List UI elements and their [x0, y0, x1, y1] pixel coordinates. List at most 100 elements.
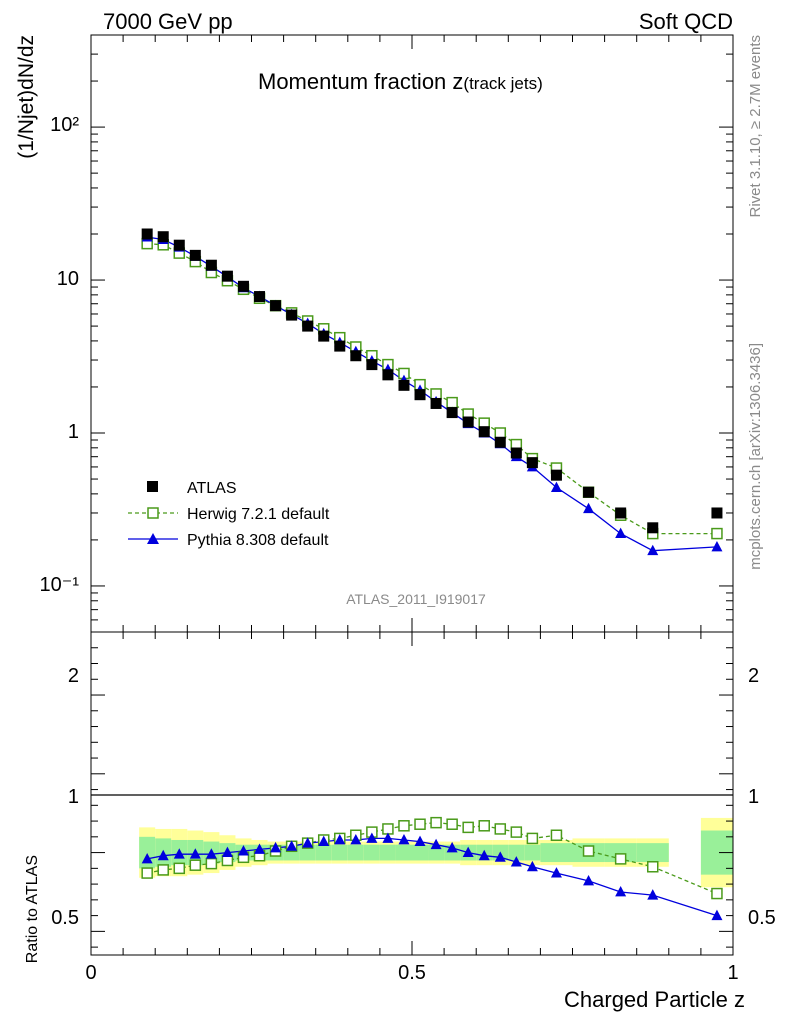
- ratio-point-herwig-23: [510, 826, 523, 838]
- legend: ATLAS Herwig 7.2.1 default Pythia 8.308 …: [128, 480, 330, 549]
- band-inner-0: [139, 836, 156, 869]
- point-atlas-1: [157, 231, 169, 243]
- point-herwig-22: [494, 427, 507, 439]
- band-inner-14: [363, 844, 380, 861]
- ratio-point-herwig-25: [550, 829, 563, 842]
- plot-title: Momentum fraction z(track jets): [258, 69, 543, 94]
- ratio-point-pythia-28: [647, 889, 659, 900]
- ratio-point-pythia-6: [237, 845, 249, 856]
- point-atlas-16: [398, 379, 410, 391]
- ratio-point-pythia-3: [189, 848, 201, 859]
- band-inner-28: [636, 843, 669, 863]
- ratio-series: [141, 816, 723, 921]
- ratio-point-herwig-4: [205, 857, 218, 870]
- point-atlas-29: [711, 507, 723, 519]
- x-tick-label-0: 0: [85, 962, 96, 984]
- ratio-y-axis-label: Ratio to ATLAS: [24, 855, 41, 963]
- mcplots-label: mcplots.cern.ch [arXiv:1306.3436]: [747, 343, 764, 570]
- ratio-tick-label-left-1: 1: [68, 786, 79, 808]
- ratio-point-pythia-12: [334, 834, 346, 845]
- point-atlas-28: [647, 522, 659, 534]
- ratio-tick-label-right-1: 1: [748, 786, 759, 808]
- point-atlas-25: [550, 469, 562, 481]
- x-tick-label-0.5: 0.5: [398, 962, 426, 984]
- point-atlas-4: [205, 259, 217, 271]
- plot-title-main: Momentum fraction z: [258, 69, 463, 94]
- ratio-point-pythia-22: [494, 851, 506, 862]
- ratio-point-pythia-14: [366, 832, 378, 843]
- ratio-point-pythia-29: [711, 909, 723, 921]
- point-atlas-0: [141, 228, 153, 240]
- band-inner-24: [524, 844, 541, 861]
- ratio-point-herwig-27: [614, 853, 627, 865]
- point-herwig-29: [711, 527, 723, 540]
- point-atlas-26: [583, 486, 595, 498]
- band-inner-16: [395, 844, 412, 861]
- legend-marker-pythia: [147, 533, 159, 544]
- legend-label-pythia: Pythia 8.308 default: [187, 532, 329, 549]
- point-atlas-27: [615, 507, 627, 519]
- ratio-point-pythia-13: [350, 834, 362, 845]
- point-atlas-22: [494, 436, 506, 448]
- ratio-point-herwig-1: [157, 864, 169, 876]
- y-tick-label-100: 10²: [50, 114, 79, 136]
- ratio-point-pythia-24: [526, 860, 538, 872]
- band-inner-17: [412, 844, 429, 861]
- band-inner-12: [331, 844, 348, 861]
- point-pythia-26: [583, 502, 595, 514]
- legend-label-atlas: ATLAS: [187, 480, 237, 497]
- ratio-tick-label-right-0.5: 0.5: [748, 907, 776, 929]
- point-pythia-28: [647, 544, 659, 556]
- point-atlas-23: [510, 447, 522, 459]
- ratio-point-pythia-0: [141, 852, 153, 864]
- ratio-point-pythia-7: [254, 843, 266, 854]
- ratio-point-herwig-24: [526, 832, 539, 845]
- point-atlas-21: [478, 426, 490, 438]
- ratio-point-herwig-17: [414, 818, 426, 830]
- ratio-plot-frame: [90, 631, 734, 956]
- point-atlas-3: [189, 249, 201, 261]
- point-pythia-27: [615, 527, 627, 539]
- ratio-point-pythia-4: [205, 848, 217, 859]
- analysis-label: ATLAS_2011_I919017: [346, 591, 486, 607]
- ratio-tick-label-right-2: 2: [748, 665, 759, 687]
- point-pythia-29: [711, 540, 723, 552]
- band-inner-25: [540, 843, 573, 863]
- header-right: Soft QCD: [639, 9, 733, 34]
- point-pythia-25: [550, 481, 562, 492]
- rivet-label: Rivet 3.1.10, ≥ 2.7M events: [747, 35, 764, 218]
- main-series: [141, 228, 723, 556]
- point-herwig-19: [446, 396, 458, 409]
- ratio-point-herwig-29: [711, 887, 723, 900]
- point-atlas-13: [350, 350, 362, 362]
- ratio-point-herwig-20: [462, 821, 474, 834]
- ratio-point-pythia-21: [478, 849, 490, 861]
- ratio-tick-label-left-0.5: 0.5: [51, 907, 79, 929]
- ratio-point-pythia-26: [583, 875, 595, 886]
- ratio-point-pythia-5: [221, 846, 233, 858]
- ratio-point-herwig-18: [430, 816, 442, 829]
- y-tick-label-0.1: 10⁻¹: [40, 574, 80, 596]
- ratio-tick-label-left-2: 2: [68, 665, 79, 687]
- ratio-point-pythia-16: [398, 834, 410, 845]
- ratio-point-herwig-2: [173, 862, 186, 875]
- y-tick-label-1: 1: [68, 421, 79, 443]
- ratio-point-herwig-19: [446, 818, 458, 830]
- ratio-point-herwig-28: [647, 861, 659, 873]
- x-tick-label-1: 1: [727, 962, 738, 984]
- ratio-point-herwig-3: [189, 859, 202, 871]
- point-atlas-19: [446, 407, 458, 419]
- point-atlas-7: [254, 291, 266, 303]
- point-atlas-18: [430, 397, 442, 409]
- legend-marker-atlas: [147, 481, 158, 492]
- ratio-point-pythia-25: [550, 867, 562, 878]
- point-atlas-14: [366, 359, 378, 371]
- ratio-point-pythia-15: [382, 832, 394, 843]
- ratio-point-pythia-9: [286, 840, 298, 851]
- x-axis-label: Charged Particle z: [564, 987, 745, 1012]
- band-inner-23: [508, 844, 525, 861]
- legend-marker-herwig: [147, 507, 159, 519]
- ratio-point-pythia-17: [414, 835, 426, 847]
- point-atlas-10: [302, 320, 314, 332]
- ratio-point-pythia-19: [446, 841, 458, 853]
